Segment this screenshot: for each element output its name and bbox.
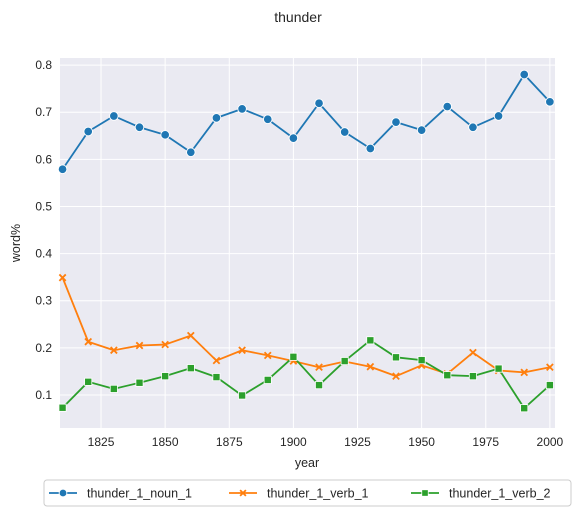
data-point xyxy=(391,117,401,127)
data-point xyxy=(238,346,246,355)
data-point xyxy=(262,114,273,125)
data-point xyxy=(161,372,170,381)
data-point xyxy=(134,122,145,133)
legend: thunder_1_noun_1 thunder_1_verb_1 thunder_… xyxy=(43,479,572,507)
data-point xyxy=(468,122,478,133)
x-tick-label: 1875 xyxy=(216,435,243,449)
data-point xyxy=(186,147,196,158)
legend-box xyxy=(43,479,572,507)
data-point xyxy=(417,356,426,365)
x-tick-label: 1975 xyxy=(472,435,499,449)
legend-label: thunder_1_verb_1 xyxy=(267,487,369,501)
data-point xyxy=(135,341,144,350)
series-thunder_1_verb_2 xyxy=(58,336,554,413)
data-point xyxy=(520,368,529,377)
y-tick-label: 0.7 xyxy=(35,105,52,119)
legend-label: thunder_1_verb_2 xyxy=(449,487,551,501)
data-point xyxy=(186,331,195,340)
x-tick-label: 1925 xyxy=(344,435,371,449)
data-point xyxy=(443,371,452,380)
data-point xyxy=(546,363,554,372)
y-tick-label: 0.3 xyxy=(35,294,52,308)
series-thunder_1_noun_1 xyxy=(57,69,555,174)
legend-marker xyxy=(421,489,429,497)
data-point xyxy=(263,375,272,384)
data-point xyxy=(288,133,299,143)
data-point xyxy=(340,357,349,366)
legend-entry: thunder_1_noun_1 xyxy=(49,487,192,501)
data-point xyxy=(109,111,119,121)
data-point xyxy=(84,377,93,386)
series-line xyxy=(61,339,551,410)
data-point xyxy=(442,101,453,112)
data-point xyxy=(211,113,222,123)
data-point xyxy=(263,351,272,360)
data-point xyxy=(58,273,67,282)
y-tick-label: 0.2 xyxy=(35,341,52,355)
data-point xyxy=(416,125,427,135)
data-point xyxy=(519,69,529,80)
x-tick-label: 2000 xyxy=(537,435,564,449)
data-point xyxy=(160,130,170,140)
legend-entry: thunder_1_verb_1 xyxy=(229,487,369,501)
data-point xyxy=(135,378,144,387)
series-group xyxy=(57,69,555,413)
y-axis-ticks: 0.1 0.2 0.3 0.4 0.5 0.6 0.7 0.8 xyxy=(35,58,52,402)
data-point xyxy=(212,373,221,382)
data-point xyxy=(84,337,93,346)
data-point xyxy=(109,384,118,393)
data-point xyxy=(58,403,67,412)
series-line xyxy=(61,277,551,378)
y-tick-label: 0.8 xyxy=(35,58,52,72)
data-point xyxy=(392,372,400,380)
legend-label: thunder_1_noun_1 xyxy=(87,487,192,501)
data-point xyxy=(469,348,477,357)
legend-marker xyxy=(58,488,68,498)
data-point xyxy=(520,404,529,413)
x-axis-ticks: 1825 1850 1875 1900 1925 1950 1975 2000 xyxy=(88,435,564,449)
y-tick-label: 0.1 xyxy=(35,388,52,402)
data-point xyxy=(186,364,195,373)
data-point xyxy=(315,363,323,372)
y-axis-label: word% xyxy=(9,224,23,263)
data-point xyxy=(161,340,169,349)
data-point xyxy=(545,97,555,107)
x-tick-label: 1825 xyxy=(88,435,115,449)
data-point xyxy=(391,353,400,362)
data-point xyxy=(545,381,554,390)
data-point xyxy=(110,346,118,355)
data-point xyxy=(212,356,221,365)
data-point xyxy=(83,126,93,137)
x-tick-label: 1900 xyxy=(280,435,307,449)
data-point xyxy=(339,127,350,137)
grid xyxy=(60,58,555,428)
data-point xyxy=(365,143,376,154)
data-point xyxy=(468,372,477,381)
chart-title: thunder xyxy=(274,9,322,25)
data-point xyxy=(238,391,247,400)
data-point xyxy=(237,104,247,114)
data-point xyxy=(57,164,68,174)
x-tick-label: 1950 xyxy=(408,435,435,449)
data-point xyxy=(494,364,503,373)
data-point xyxy=(315,381,324,390)
legend-marker xyxy=(239,489,247,497)
y-tick-label: 0.6 xyxy=(35,152,52,166)
data-point xyxy=(314,98,324,108)
data-point xyxy=(366,362,375,371)
y-tick-label: 0.4 xyxy=(35,247,52,261)
x-axis-label: year xyxy=(295,456,319,470)
data-point xyxy=(366,336,375,345)
data-point xyxy=(289,352,298,361)
legend-entry: thunder_1_verb_2 xyxy=(411,487,551,501)
y-tick-label: 0.5 xyxy=(35,199,52,213)
x-tick-label: 1850 xyxy=(152,435,179,449)
data-point xyxy=(493,111,504,121)
